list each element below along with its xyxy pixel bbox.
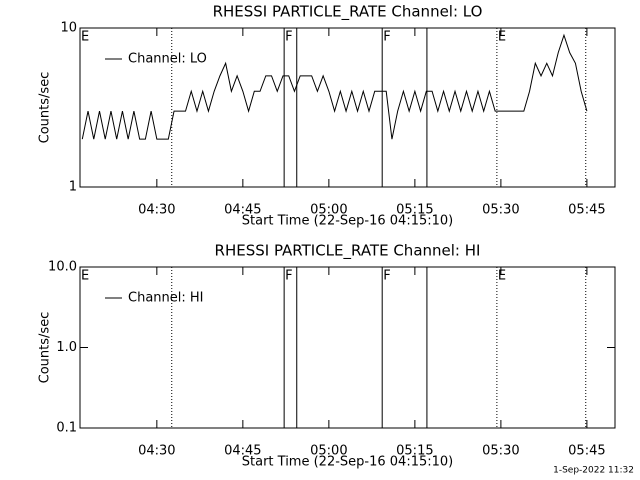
x-tick-label: 05:00 xyxy=(310,444,347,459)
plot-frame xyxy=(79,27,616,188)
timestamp: 1-Sep-2022 11:32 xyxy=(553,466,634,476)
x-tick-label: 05:15 xyxy=(396,203,433,218)
marker-label: F xyxy=(383,30,390,45)
x-tick-label: 04:45 xyxy=(224,444,261,459)
marker-label: F xyxy=(285,269,292,284)
marker-label: E xyxy=(498,30,506,45)
marker-label: F xyxy=(383,269,390,284)
x-tick-label: 05:30 xyxy=(482,444,519,459)
y-axis-label: Counts/sec xyxy=(38,72,53,144)
x-tick-label: 04:30 xyxy=(138,444,175,459)
x-tick-label: 04:45 xyxy=(224,203,261,218)
legend-label: Channel: LO xyxy=(128,52,207,67)
x-tick-label: 05:15 xyxy=(396,444,433,459)
chart-title: RHESSI PARTICLE_RATE Channel: LO xyxy=(213,3,483,22)
y-tick-label: 10 xyxy=(60,21,77,36)
x-tick-label: 05:45 xyxy=(568,203,605,218)
x-tick-label: 05:00 xyxy=(310,203,347,218)
marker-label: E xyxy=(498,269,506,284)
x-tick-label: 05:30 xyxy=(482,203,519,218)
y-tick-label: 10.0 xyxy=(48,260,77,275)
legend-label: Channel: HI xyxy=(128,291,204,306)
marker-label: E xyxy=(81,30,89,45)
chart-title: RHESSI PARTICLE_RATE Channel: HI xyxy=(215,242,481,261)
x-axis-label: Start Time (22-Sep-16 04:15:10) xyxy=(242,455,453,470)
plot-frame xyxy=(79,266,616,429)
marker-label: E xyxy=(81,269,89,284)
x-tick-label: 05:45 xyxy=(568,444,605,459)
y-tick-label: 1 xyxy=(69,180,77,195)
y-tick-label: 1.0 xyxy=(56,340,77,355)
x-axis-label: Start Time (22-Sep-16 04:15:10) xyxy=(242,214,453,229)
data-line xyxy=(81,33,588,140)
y-tick-label: 0.1 xyxy=(56,421,77,436)
y-axis-label: Counts/sec xyxy=(38,312,53,384)
marker-label: F xyxy=(285,30,292,45)
x-tick-label: 04:30 xyxy=(138,203,175,218)
